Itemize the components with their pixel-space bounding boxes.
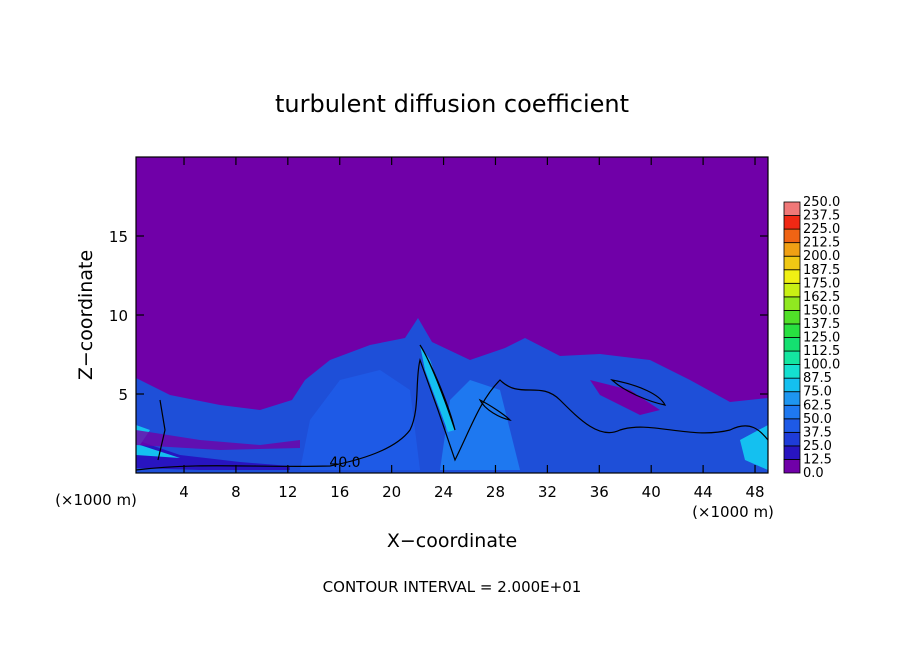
colorbar-label: 87.5 [803,371,832,386]
colorbar-label: 212.5 [803,236,840,251]
colorbar-label: 12.5 [803,452,832,467]
colorbar-label: 62.5 [803,398,832,413]
x-tick-label: 16 [330,483,349,501]
field-region [136,318,768,473]
x-tick-label: 4 [179,483,189,501]
x-axis-label: X−coordinate [387,530,517,552]
footer: CONTOUR INTERVAL = 2.000E+01 [323,578,582,596]
colorbar-label: 0.0 [803,466,824,481]
x-units: (×1000 m) [692,503,774,521]
colorbar-label: 137.5 [803,317,840,332]
colorbar-band [783,269,801,284]
colorbar-band [783,404,801,420]
x-tick-label: 20 [382,483,401,501]
colorbar-label: 200.0 [803,249,840,264]
colorbar-label: 225.0 [803,222,840,237]
field-region [420,345,455,432]
x-tick-label: 48 [745,483,764,501]
field-region [136,440,290,470]
colorbar-label: 37.5 [803,425,832,440]
colorbar-band [783,282,801,298]
colorbar-band [783,377,801,393]
x-tick-label: 28 [486,483,505,501]
y-tick-label: 5 [118,386,128,404]
colorbar-label: 75.0 [803,385,832,400]
colorbar-band [783,350,801,365]
x-tick-label: 24 [434,483,453,501]
y-units: (×1000 m) [55,491,137,509]
colorbar-band [783,459,801,474]
colorbar-band [783,391,801,406]
colorbar-band [783,296,801,311]
colorbar-band [783,201,801,216]
field-region [590,380,660,415]
colorbar-label: 237.5 [803,209,840,224]
colorbar-band [783,309,801,325]
colorbar-label: 50.0 [803,412,832,427]
x-tick-label: 44 [694,483,713,501]
x-tick-label: 12 [278,483,297,501]
colorbar-band [783,445,801,460]
colorbar-band [783,255,801,271]
colorbar-label: 150.0 [803,303,840,318]
field-region [300,370,420,470]
y-tick-label: 15 [109,228,128,246]
colorbar-label: 250.0 [803,195,840,210]
contour-lines [135,344,769,471]
colorbar-label: 100.0 [803,358,840,373]
x-tick-label: 32 [538,483,557,501]
colorbar-band [783,228,801,244]
field-region [136,430,300,450]
colorbar-band [783,323,801,338]
y-axis-label: Z−coordinate [75,250,97,380]
colorbar-label: 125.0 [803,331,840,346]
field-region [740,425,768,470]
colorbar-band [783,242,801,257]
colorbar-band [783,364,801,379]
field-region [440,380,520,470]
colorbar-band [783,215,801,230]
colorbar-label: 187.5 [803,263,840,278]
colorbar-band [783,418,801,433]
contour-label: 40.0 [329,455,360,471]
colorbar-label: 25.0 [803,439,832,454]
field [135,157,769,473]
x-tick-label: 8 [231,483,241,501]
colorbar-band [783,337,801,352]
colorbar-band [783,431,801,447]
chart-title: turbulent diffusion coefficient [275,90,629,118]
x-tick-label: 40 [642,483,661,501]
colorbar-label: 162.5 [803,290,840,305]
colorbar-label: 175.0 [803,276,840,291]
colorbar-label: 112.5 [803,344,840,359]
x-tick-label: 36 [590,483,609,501]
y-tick-label: 10 [109,307,128,325]
